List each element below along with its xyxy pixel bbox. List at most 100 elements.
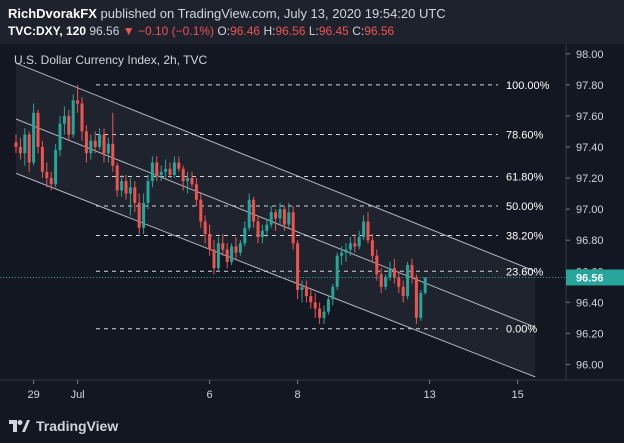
low-value: 96.45 [318,24,349,38]
candle-body [287,212,291,225]
time-axis[interactable]: 29 Jul 6 8 13 15 [0,379,624,401]
candle-body [133,187,137,203]
fib-level-label: 78.60% [506,130,544,142]
fib-level-label: 61.80% [506,171,544,183]
candle-body [155,162,159,175]
candle-body [291,212,295,244]
candle-body [67,115,71,135]
candle-body [375,255,379,275]
channel-lower-line[interactable] [15,172,536,378]
price-tick-label: 97.60 [576,111,604,123]
channel-upper-line[interactable] [15,62,536,272]
price-tick-label: 96.80 [576,235,604,247]
price-chart[interactable]: 100.00% 78.60% 61.80% 50.00% 38.20% 23.60% 0.0… [0,44,624,410]
time-tick-label: 8 [295,389,301,401]
ohlc-legend: TVC:DXY, 120 96.56 ▼ −0.10 (−0.1%) O:96.… [8,24,394,38]
tradingview-logo-text: TradingView [36,418,119,434]
candle-body [243,227,247,244]
author-name[interactable]: RichDvorakFX [8,6,97,21]
candle-body [296,243,300,290]
candle-body [58,123,62,151]
candle-body [208,233,212,250]
candle-body [89,140,93,154]
candle-body [265,224,269,231]
candle-body [348,243,352,250]
price-tick-label: 97.80 [576,80,604,92]
close-label: C: [352,24,365,38]
candle-body [62,115,66,124]
candle-body [194,184,198,200]
candle-body [212,249,216,269]
price-change: −0.10 (−0.1%) [137,24,215,38]
open-label: O: [217,24,231,38]
candle-body [27,134,31,163]
candle-body [115,165,119,191]
price-axis[interactable]: 98.0097.8097.6097.4097.2097.0096.8096.60… [565,44,604,380]
candlestick-series [14,84,427,325]
close-value: 96.56 [364,24,395,38]
high-value: 96.56 [275,24,306,38]
fib-level-label: 0.00% [506,324,537,336]
candle-body [181,168,185,182]
candle-body [234,246,238,253]
fib-level-label: 50.00% [506,201,544,213]
candle-body [300,286,304,290]
candle-body [331,286,335,300]
chart-header: RichDvorakFX published on TradingView.co… [0,0,624,44]
candle-body [340,252,344,256]
candle-body [313,302,317,309]
candle-body [238,243,242,253]
candle-body [419,293,423,318]
candle-body [203,221,207,234]
time-tick-label: Jul [71,389,85,401]
footer: TradingView [0,410,624,443]
candle-body [256,221,260,238]
candle-body [199,199,203,222]
candle-body [225,249,229,262]
candle-body [370,240,374,256]
candle-body [32,112,36,163]
candle-body [71,100,75,135]
candle-body [304,286,308,297]
high-label: H: [263,24,276,38]
candle-body [172,162,176,175]
candle-body [84,131,88,154]
candle-body [150,162,154,182]
candle-body [388,268,392,278]
candle-body [106,143,110,154]
candle-body [142,202,146,228]
fibonacci-levels[interactable]: 100.00% 78.60% 61.80% 50.00% 38.20% 23.60% 0.0… [96,80,550,336]
candle-body [102,134,106,154]
candle-body [177,162,181,169]
candle-body [309,296,313,303]
candle-body [362,221,366,238]
time-tick-label: 13 [423,389,435,401]
candle-body [93,140,97,147]
candle-body [159,171,163,175]
candle-body [406,265,410,297]
price-tick-label: 97.20 [576,173,604,185]
candle-body [164,168,168,172]
symbol-label[interactable]: TVC:DXY, 120 [8,24,87,38]
candle-body [18,146,22,154]
price-tick-label: 98.00 [576,49,604,61]
chart-title: U.S. Dollar Currency Index, 2h, TVC [14,53,208,67]
candle-body [401,286,405,297]
candle-body [318,308,322,318]
last-price: 96.56 [89,24,120,38]
candle-body [278,209,282,219]
candle-body [423,277,427,294]
last-price-tag-bg [566,269,624,286]
candle-body [137,202,141,228]
tradingview-logo[interactable]: TradingView [8,416,118,436]
candle-body [322,311,326,318]
time-tick-label: 6 [207,389,213,401]
candle-body [282,209,286,225]
price-tick-label: 96.40 [576,297,604,309]
candle-body [186,178,190,182]
candle-body [410,265,414,278]
candle-body [45,171,49,179]
candle-body [14,142,18,147]
fib-level-label: 38.20% [506,231,544,243]
time-tick-label: 29 [27,389,39,401]
